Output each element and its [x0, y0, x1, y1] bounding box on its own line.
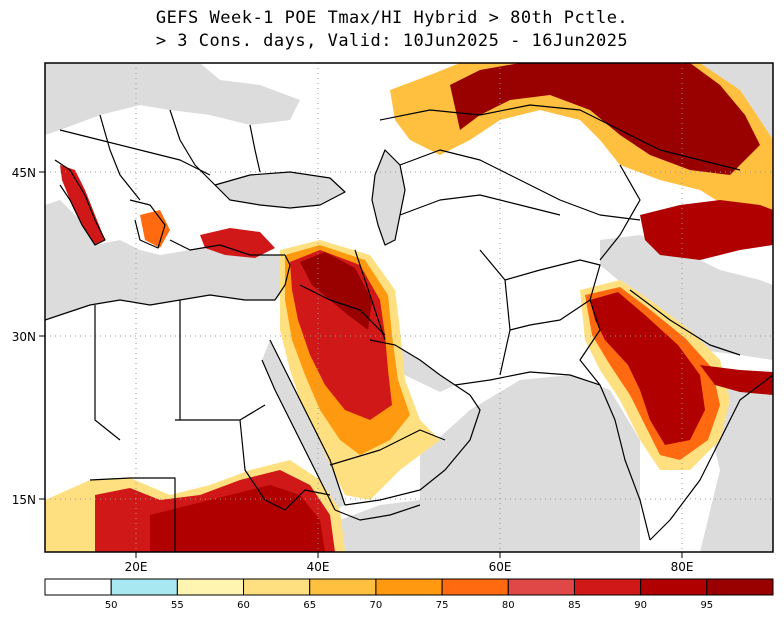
colorbar-swatch: [44, 578, 112, 596]
heat-zone-greece: [140, 210, 170, 248]
colorbar-swatch: [176, 578, 245, 596]
ocean-red-sea: [262, 340, 345, 510]
lon-label-80e: 80E: [671, 560, 694, 574]
coast-greece: [129, 199, 166, 249]
ocean-caspian: [372, 150, 405, 245]
coast-black-sea: [214, 171, 346, 209]
colorbar-swatch: [375, 578, 443, 596]
colorbar-swatch: [441, 578, 509, 596]
colorbar-tick-label: 95: [700, 600, 713, 611]
ocean-tibet-region: [600, 235, 773, 360]
heat-probability-fields: [45, 63, 773, 552]
border-sahel-internal: [239, 419, 286, 511]
coast-iran-pakistan: [454, 371, 601, 386]
border-kazakhstan-south: [399, 194, 561, 216]
coast-horn-africa: [334, 504, 421, 521]
colorbar-tick-label: 55: [171, 600, 184, 611]
colorbar: 50 55 60 65 70 75 80 85 90 95: [44, 578, 774, 611]
colorbar-swatch: [507, 578, 575, 596]
lat-label-15n: 15N: [12, 493, 36, 507]
border-libya-algeria: [94, 305, 121, 441]
lon-label-20e: 20E: [125, 560, 148, 574]
lat-label-45n: 45N: [12, 166, 36, 180]
coast-india-west: [599, 384, 651, 541]
coast-mediterranean-south: [45, 294, 275, 321]
border-china-west: [599, 164, 641, 261]
ocean-north-europe: [45, 63, 300, 135]
ocean-gulf-of-aden: [340, 500, 445, 552]
lat-labels: 45N 30N 15N: [12, 166, 36, 507]
map-title-line1: GEFS Week-1 POE Tmax/HI Hybrid > 80th Pc…: [155, 8, 629, 28]
lon-label-60e: 60E: [489, 560, 512, 574]
colorbar-tick-label: 80: [502, 600, 515, 611]
colorbar-tick-label: 85: [568, 600, 581, 611]
heat-zone-india-core: [590, 292, 705, 445]
coast-anatolia: [169, 239, 285, 256]
coast-caspian: [371, 149, 406, 246]
heat-zone-turkey: [200, 228, 275, 258]
coast-red-sea-west: [261, 359, 336, 511]
axis-ticks: [39, 171, 683, 558]
coast-persian-gulf: [369, 339, 471, 396]
heat-zone-italy-balkans: [60, 165, 105, 245]
colorbar-swatch: [706, 578, 774, 596]
border-europe-3: [169, 109, 216, 186]
border-iran-iraq: [354, 249, 386, 341]
border-kazakhstan-north: [379, 104, 741, 171]
colorbar-tick-label: 75: [436, 600, 449, 611]
border-pakistan-india: [579, 299, 601, 386]
border-afghanistan: [504, 259, 601, 331]
colorbar-tick-label: 65: [303, 600, 316, 611]
colorbar-swatch: [309, 578, 377, 596]
border-saudi-iraq: [299, 284, 386, 336]
political-borders: [45, 104, 773, 552]
coast-italy: [54, 159, 106, 246]
heat-zone-sahel-core: [150, 485, 325, 552]
heat-zone-xinjiang: [640, 200, 773, 260]
coast-levant: [274, 254, 291, 301]
colorbar-swatch: [573, 578, 642, 596]
map-frame: [44, 62, 774, 553]
map-content: [45, 63, 773, 552]
border-europe-1: [59, 129, 211, 176]
heat-zone-india-east: [700, 365, 773, 395]
border-iran-east: [479, 249, 511, 376]
heat-zone-iraq-core: [300, 252, 372, 330]
coast-red-sea-east: [269, 339, 346, 506]
colorbar-swatch: [110, 578, 178, 596]
lon-labels: 20E 40E 60E 80E: [125, 560, 694, 574]
border-europe-4: [249, 124, 261, 173]
colorbar-tick-label: 60: [237, 600, 250, 611]
colorbar-tick-label: 50: [105, 600, 118, 611]
colorbar-tick-label: 70: [370, 600, 383, 611]
border-saudi-yemen: [329, 429, 446, 466]
border-ethiopia: [284, 489, 331, 511]
coast-arabia-south: [344, 394, 481, 506]
colorbar-tick-label: 90: [634, 600, 647, 611]
ocean-mediterranean: [45, 200, 290, 320]
border-central-asia: [399, 149, 641, 221]
ocean-black-sea: [215, 172, 345, 208]
border-sahel: [89, 477, 176, 552]
lat-label-30n: 30N: [12, 330, 36, 344]
lon-label-40e: 40E: [307, 560, 330, 574]
map-title-line2: > 3 Cons. days, Valid: 10Jun2025 - 16Jun…: [155, 31, 629, 51]
ocean-arabian-sea: [420, 375, 640, 552]
colorbar-swatch: [640, 578, 708, 596]
border-india-nepal: [629, 289, 741, 356]
coast-india-east: [649, 374, 773, 541]
heat-zone-central-asia-core: [450, 63, 760, 175]
colorbar-swatch: [243, 578, 311, 596]
border-europe-2: [99, 114, 141, 201]
